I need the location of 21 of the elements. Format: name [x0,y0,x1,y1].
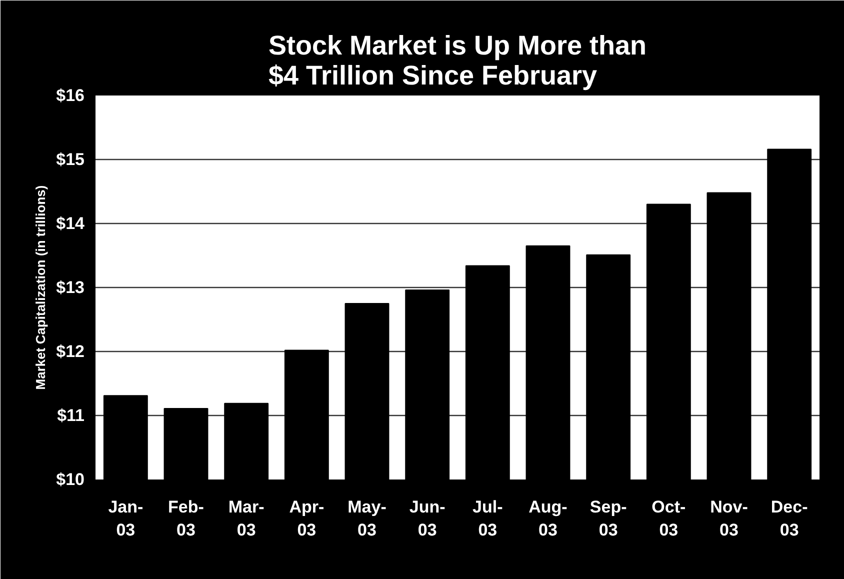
x-tick-label: Sep-03 [590,498,627,540]
x-tick-label: Feb-03 [168,498,204,540]
x-tick-label: Jun-03 [409,498,446,540]
y-tick-label: $15 [56,150,85,169]
x-tick-label: Oct-03 [652,498,686,540]
y-tick-label: $13 [56,278,85,297]
x-tick-label: Jul-03 [472,498,503,540]
x-tick-label: Mar-03 [228,498,264,540]
x-tick-label: Aug-03 [528,498,568,540]
x-tick-label: Jan-03 [108,498,144,540]
x-tick-label: Apr-03 [289,498,324,540]
y-tick-label: $14 [56,214,86,233]
x-tick-label: May-03 [348,498,386,540]
y-tick-label: $16 [56,86,85,105]
x-tick-label: Nov-03 [710,498,748,540]
y-tick-label: $10 [56,470,85,489]
chart-title: Stock Market is Up More than $4 Trillion Since February [268,30,647,90]
y-axis-title: Market Capitalization (in trillions) [33,185,48,390]
y-tick-label: $11 [57,406,85,425]
x-tick-label: Dec-03 [770,498,808,540]
y-tick-label: $12 [56,342,85,361]
